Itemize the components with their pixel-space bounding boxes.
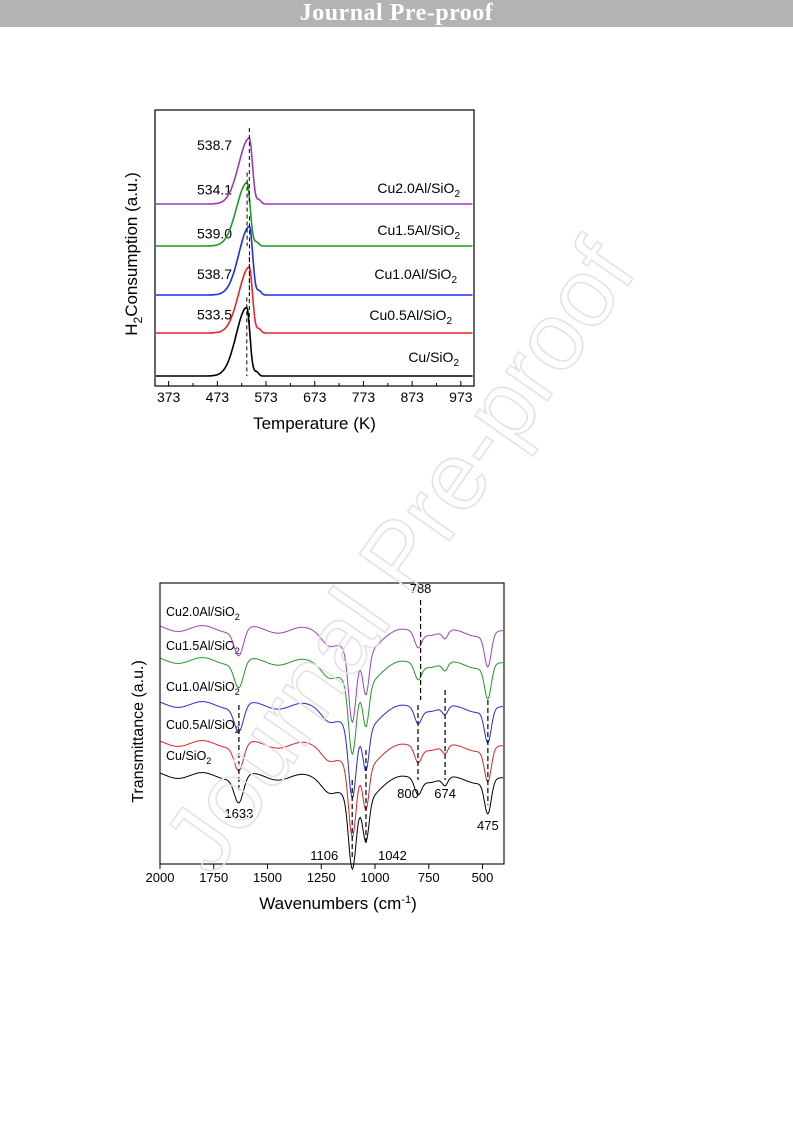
label-main: Cu1.5Al/SiO [166,639,235,653]
y-axis-label-group: Transmittance (a.u.) [130,660,147,803]
series-line [156,137,473,205]
peak-label: 1633 [224,806,253,821]
label-main: Wavenumbers (cm [259,894,401,913]
label-main: Cu1.0Al/SiO [374,266,451,282]
x-tick-label: 773 [352,389,376,405]
peak-label: 534.1 [197,182,232,198]
peak-label: 1106 [310,848,338,863]
series-line [160,740,503,839]
series-line [156,306,473,377]
x-tick-label: 1500 [253,870,282,885]
x-tick-label: 973 [449,389,473,405]
series-label: Cu1.0Al/SiO2 [374,266,457,286]
series-line [160,701,503,800]
label-subscript: 2 [451,275,457,286]
series-line [160,772,503,871]
x-tick-label: 573 [254,389,278,405]
label-main: Cu/SiO [408,349,453,365]
label-subscript: 2 [235,646,240,656]
ftir-chart: Cu/SiO2Cu0.5Al/SiO2Cu1.0Al/SiO2Cu1.5Al/S… [130,581,505,913]
x-axis-label: Wavenumbers (cm-1) [259,894,416,913]
peak-label: 674 [434,786,456,801]
plot-frame [159,582,505,865]
header-bar: Journal Pre-proof [0,0,793,27]
label-main: Cu2.0Al/SiO [377,180,454,196]
peak-label: 538.7 [197,137,232,153]
x-tick-label: 750 [418,870,440,885]
label-subscript: 2 [454,231,460,242]
series-line [160,625,503,724]
x-axis-label: Temperature (K) [253,414,376,433]
label-superscript: -1 [401,894,411,906]
x-tick-label: 473 [206,389,230,405]
label-main: Cu0.5Al/SiO [166,718,235,732]
x-tick-label: 1750 [199,870,228,885]
series-label: Cu0.5Al/SiO2 [166,718,240,735]
series-line [156,266,473,334]
label-subscript: 2 [453,358,459,369]
label-main: Cu2.0Al/SiO [166,605,235,619]
series-line [160,657,503,756]
label-subscript: 2 [206,756,211,766]
series-label: Cu/SiO2 [166,749,211,766]
series-line [156,225,473,296]
x-tick-label: 1250 [307,870,336,885]
y-axis-label-group: H2Consumption (a.u.) [122,172,145,336]
label-main: Cu0.5Al/SiO [369,307,446,323]
series-label: Cu1.5Al/SiO2 [377,222,460,242]
peak-label: 475 [477,818,499,833]
series-line [156,181,473,247]
series-label: Cu2.0Al/SiO2 [377,180,460,200]
x-tick-label: 500 [472,870,494,885]
x-tick-label: 873 [400,389,424,405]
label-subscript: 2 [235,612,240,622]
peak-label: 1042 [378,848,407,863]
x-tick-label: 373 [157,389,181,405]
label-subscript: 2 [131,316,145,323]
series-label: Cu2.0Al/SiO2 [166,605,240,622]
x-tick-label: 673 [303,389,327,405]
label-main: Cu1.0Al/SiO [166,680,235,694]
label-subscript: 2 [446,316,452,327]
label-main: Cu/SiO [166,749,207,763]
series-label: Cu0.5Al/SiO2 [369,307,452,327]
header-title: Journal Pre-proof [299,0,494,26]
series-label: Cu1.5Al/SiO2 [166,639,240,656]
label-subscript: 2 [454,189,460,200]
label-main: H [122,323,141,335]
label-main: ) [411,894,417,913]
x-tick-label: 2000 [146,870,175,885]
peak-label: 538.7 [197,266,232,282]
label-main: Cu1.5Al/SiO [377,222,454,238]
peak-label: 539.0 [197,225,232,241]
peak-label: 800 [397,786,419,801]
peak-label: 533.5 [197,306,232,322]
y-axis-label: H2Consumption (a.u.) [122,172,145,336]
series-label: Cu1.0Al/SiO2 [166,680,240,697]
label-subscript: 2 [235,687,240,697]
y-axis-label: Transmittance (a.u.) [130,660,147,803]
peak-label: 788 [410,581,432,596]
label-main: Consumption (a.u.) [122,172,141,317]
series-label: Cu/SiO2 [408,349,459,369]
x-tick-label: 1000 [361,870,390,885]
